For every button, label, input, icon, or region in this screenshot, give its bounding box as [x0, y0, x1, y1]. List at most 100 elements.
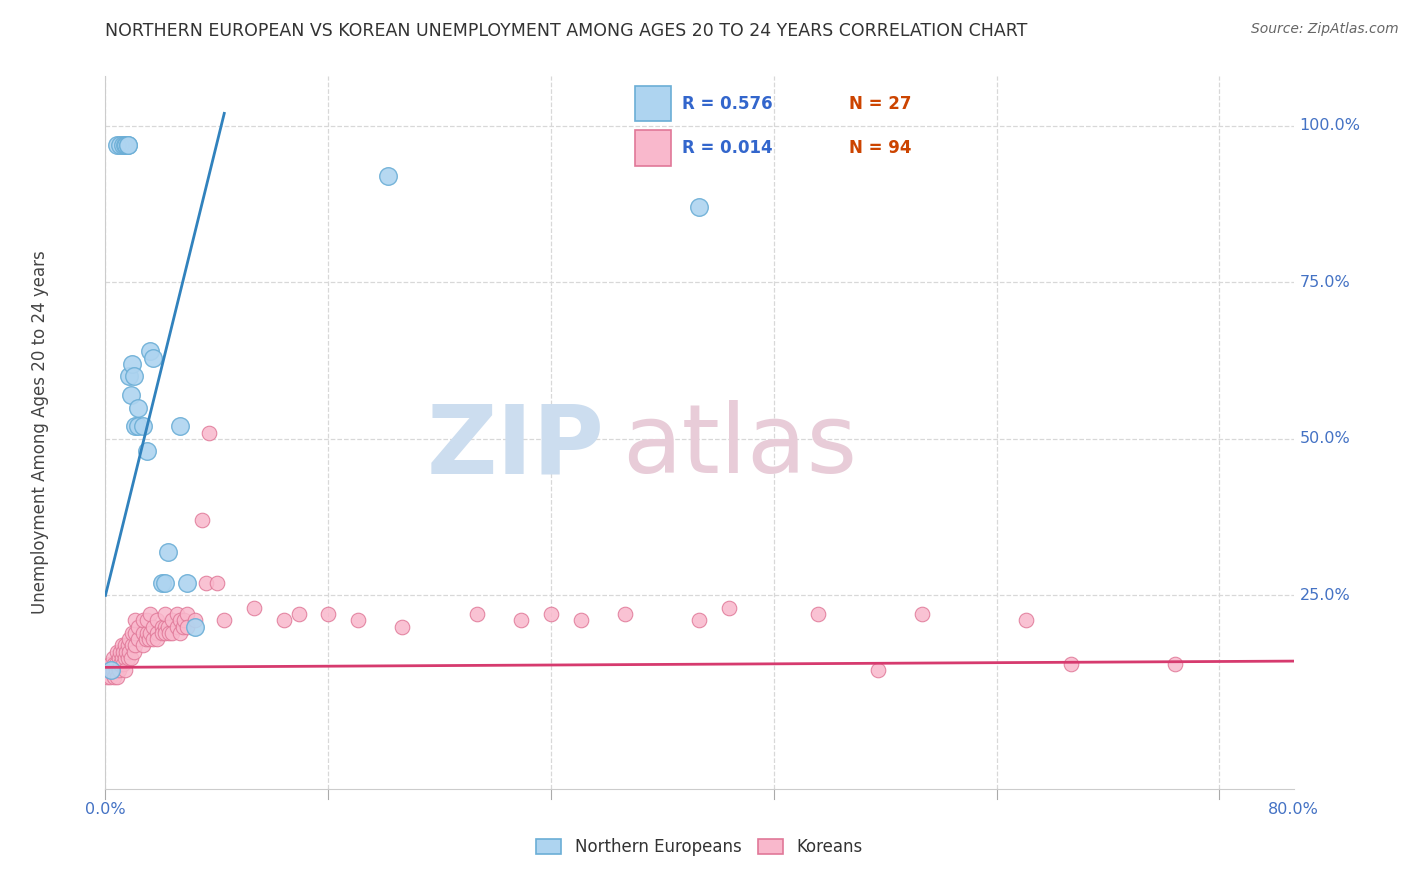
Point	[465, 607, 488, 622]
Point	[112, 645, 135, 659]
Point	[136, 626, 159, 640]
Point	[169, 419, 191, 434]
Point	[166, 607, 188, 622]
Point	[121, 357, 143, 371]
Point	[124, 639, 146, 653]
Point	[911, 607, 934, 622]
Point	[205, 575, 228, 590]
Point	[689, 614, 711, 628]
Point	[540, 607, 562, 622]
Point	[510, 614, 533, 628]
Point	[124, 614, 146, 628]
Point	[157, 626, 180, 640]
Legend: Northern Europeans, Koreans: Northern Europeans, Koreans	[530, 832, 869, 863]
Point	[273, 614, 295, 628]
Point	[172, 620, 194, 634]
Point	[131, 626, 153, 640]
Point	[114, 639, 136, 653]
Point	[105, 670, 128, 684]
Point	[100, 664, 122, 678]
Point	[104, 657, 127, 672]
Point	[139, 607, 162, 622]
Point	[1164, 657, 1187, 672]
Point	[153, 620, 176, 634]
Point	[243, 600, 266, 615]
Point	[191, 513, 214, 527]
Point	[114, 137, 136, 152]
Point	[108, 651, 131, 665]
Point	[198, 425, 221, 440]
Point	[807, 607, 830, 622]
Point	[214, 614, 236, 628]
Point	[110, 657, 132, 672]
Point	[120, 651, 142, 665]
Point	[142, 632, 165, 647]
Point	[569, 614, 592, 628]
Point	[347, 614, 370, 628]
Point	[183, 614, 205, 628]
Point	[117, 639, 139, 653]
Point	[118, 632, 141, 647]
Text: Source: ZipAtlas.com: Source: ZipAtlas.com	[1251, 22, 1399, 37]
Point	[110, 645, 132, 659]
Point	[120, 388, 142, 402]
Point	[142, 351, 165, 365]
Point	[176, 607, 198, 622]
Point	[124, 419, 146, 434]
Point	[112, 657, 135, 672]
Text: atlas: atlas	[623, 401, 858, 493]
Point	[718, 600, 741, 615]
Point	[136, 444, 159, 458]
Text: 0.0%: 0.0%	[86, 802, 125, 817]
Point	[122, 645, 145, 659]
Point	[150, 575, 173, 590]
Point	[173, 614, 195, 628]
Point	[117, 137, 139, 152]
Point	[316, 607, 339, 622]
Point	[111, 639, 134, 653]
Point	[866, 664, 889, 678]
Point	[98, 670, 121, 684]
Point	[135, 632, 157, 647]
Point	[153, 575, 176, 590]
Point	[169, 614, 191, 628]
Point	[100, 664, 122, 678]
Point	[166, 620, 188, 634]
Point	[98, 657, 121, 672]
Point	[391, 620, 413, 634]
Point	[115, 645, 138, 659]
Point	[689, 200, 711, 214]
Point	[146, 614, 169, 628]
Text: 75.0%: 75.0%	[1299, 275, 1350, 290]
Point	[127, 620, 149, 634]
Point	[139, 626, 162, 640]
Point	[111, 651, 134, 665]
Point	[1015, 614, 1038, 628]
Point	[127, 401, 149, 415]
Point	[104, 664, 127, 678]
Point	[176, 620, 198, 634]
Point	[127, 419, 149, 434]
Point	[103, 657, 125, 672]
Point	[97, 664, 120, 678]
Point	[131, 419, 153, 434]
Point	[287, 607, 309, 622]
Point	[117, 651, 139, 665]
Point	[176, 575, 198, 590]
Point	[614, 607, 637, 622]
Point	[150, 626, 173, 640]
Point	[122, 369, 145, 384]
Point	[124, 626, 146, 640]
Point	[162, 614, 184, 628]
Point	[131, 614, 153, 628]
Point	[169, 626, 191, 640]
Point	[146, 626, 169, 640]
Point	[153, 607, 176, 622]
Point	[138, 632, 160, 647]
Point	[105, 137, 128, 152]
Text: 100.0%: 100.0%	[1299, 119, 1361, 134]
Point	[146, 632, 169, 647]
Point	[156, 620, 179, 634]
Point	[108, 664, 131, 678]
Point	[183, 620, 205, 634]
